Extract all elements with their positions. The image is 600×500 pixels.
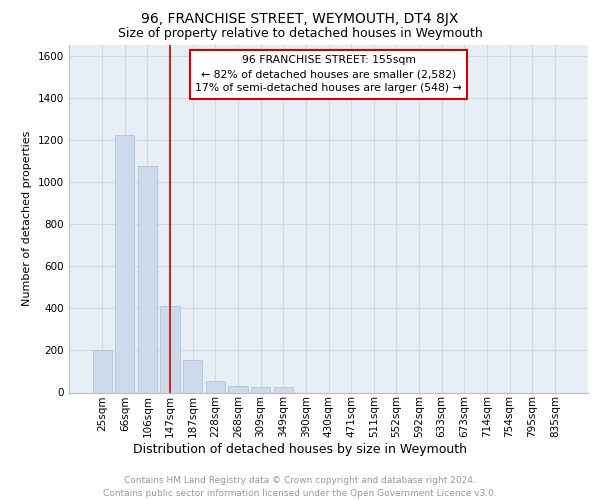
Bar — [138, 166, 157, 392]
Y-axis label: Number of detached properties: Number of detached properties — [22, 131, 32, 306]
Bar — [92, 350, 112, 393]
Text: Distribution of detached houses by size in Weymouth: Distribution of detached houses by size … — [133, 442, 467, 456]
Bar — [274, 387, 293, 392]
Bar — [206, 381, 225, 392]
Bar — [160, 306, 180, 392]
Bar — [183, 360, 202, 392]
Text: Size of property relative to detached houses in Weymouth: Size of property relative to detached ho… — [118, 28, 482, 40]
Text: Contains HM Land Registry data © Crown copyright and database right 2024.
Contai: Contains HM Land Registry data © Crown c… — [103, 476, 497, 498]
Bar — [229, 386, 248, 392]
Text: 96, FRANCHISE STREET, WEYMOUTH, DT4 8JX: 96, FRANCHISE STREET, WEYMOUTH, DT4 8JX — [142, 12, 458, 26]
Text: 96 FRANCHISE STREET: 155sqm
← 82% of detached houses are smaller (2,582)
17% of : 96 FRANCHISE STREET: 155sqm ← 82% of det… — [195, 56, 462, 94]
Bar — [251, 387, 270, 392]
Bar — [115, 134, 134, 392]
